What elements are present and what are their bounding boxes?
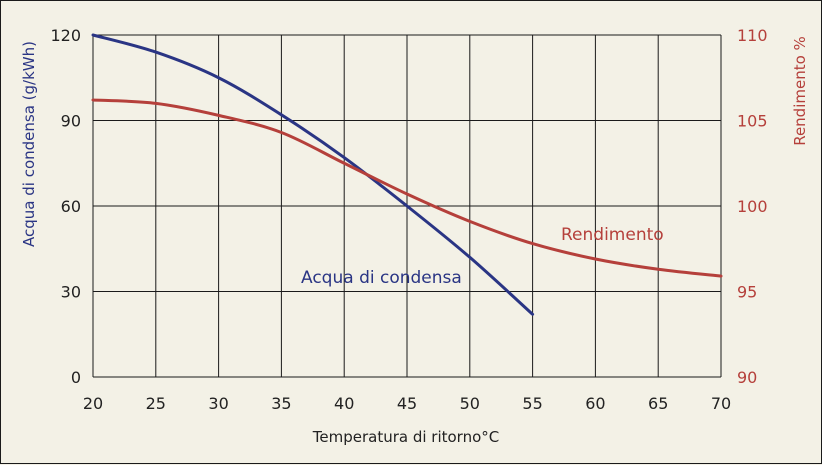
labels: Acqua di condensa (g/kWh) Rendimento % T… xyxy=(20,36,809,446)
series-line-acqua-di-condensa xyxy=(91,33,535,316)
y-right-tick-label-110: 110 xyxy=(737,26,768,45)
y-right-axis-label: Rendimento % xyxy=(791,36,809,146)
y-right-tick-label-100: 100 xyxy=(737,197,768,216)
x-tick-label-40: 40 xyxy=(334,394,354,413)
x-tick-label-35: 35 xyxy=(271,394,291,413)
y-left-tick-label-30: 30 xyxy=(61,283,81,302)
y-left-tick-label-90: 90 xyxy=(61,112,81,131)
x-tick-label-50: 50 xyxy=(460,394,480,413)
x-tick-label-30: 30 xyxy=(208,394,228,413)
x-tick-label-65: 65 xyxy=(648,394,668,413)
x-tick-label-45: 45 xyxy=(397,394,417,413)
y-left-tick-label-60: 60 xyxy=(61,197,81,216)
x-axis-label: Temperatura di ritorno°C xyxy=(312,428,500,446)
series-label-rendimento: Rendimento xyxy=(561,225,664,245)
x-tick-label-25: 25 xyxy=(146,394,166,413)
x-tick-label-70: 70 xyxy=(711,394,731,413)
x-tick-label-55: 55 xyxy=(522,394,542,413)
series-label-acqua-di-condensa: Acqua di condensa xyxy=(301,268,462,288)
y-left-tick-label-0: 0 xyxy=(71,368,81,387)
y-left-axis-label: Acqua di condensa (g/kWh) xyxy=(20,41,38,247)
y-right-tick-label-90: 90 xyxy=(737,368,757,387)
y-right-tick-label-105: 105 xyxy=(737,112,768,131)
series-lines xyxy=(91,33,723,316)
x-tick-label-60: 60 xyxy=(585,394,605,413)
y-right-tick-label-95: 95 xyxy=(737,283,757,302)
x-tick-label-20: 20 xyxy=(83,394,103,413)
y-left-tick-label-120: 120 xyxy=(50,26,81,45)
series-line-rendimento xyxy=(91,98,723,278)
tick-labels: 20 25 30 35 40 45 50 55 60 65 70 0 30 60 90 120 90 95 100 1… xyxy=(50,26,767,413)
